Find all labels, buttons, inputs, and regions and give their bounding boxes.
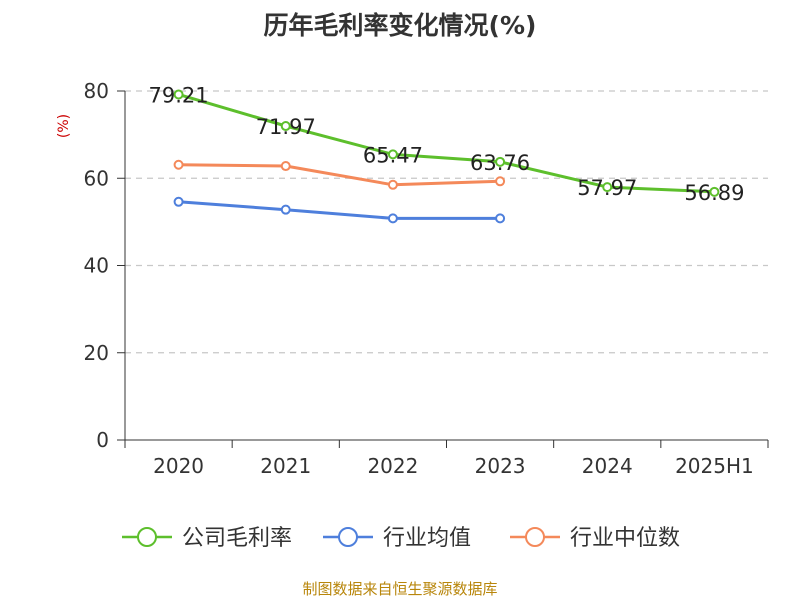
legend: 公司毛利率 行业均值 行业中位数 (122, 526, 680, 551)
data-label-2022: 65.47 (363, 143, 423, 167)
data-point-公司毛利率-2023 (495, 156, 506, 167)
data-point-行业均值-2021 (280, 204, 291, 215)
data-point-行业中位数-2023 (495, 176, 506, 187)
x-tick-label-2022: 2022 (367, 454, 418, 478)
x-tick-label-2024: 2024 (582, 454, 633, 478)
data-point-行业均值-2023 (495, 213, 506, 224)
y-tick-label-40: 40 (84, 254, 109, 278)
y-tick-label-80: 80 (84, 79, 109, 103)
x-tick-label-2021: 2021 (260, 454, 311, 478)
y-tick-label-0: 0 (96, 428, 109, 452)
x-tick-labels: 2020 2021 2022 2023 2024 2025H1 (153, 454, 754, 478)
legend-label-公司毛利率: 公司毛利率 (182, 526, 292, 551)
data-point-公司毛利率-2024 (602, 182, 613, 193)
series-line-公司毛利率 (178, 92, 715, 194)
legend-marker-行业均值 (338, 527, 358, 547)
data-point-行业均值-2022 (387, 213, 398, 224)
legend-item-公司毛利率: 公司毛利率 (122, 526, 292, 551)
data-label-2021: 71.97 (256, 115, 316, 139)
data-label-2023: 63.76 (470, 151, 530, 175)
x-tick-label-2020: 2020 (153, 454, 204, 478)
data-point-行业中位数-2020 (173, 159, 184, 170)
y-axis-unit-label: (%) (56, 114, 72, 138)
data-point-公司毛利率-2025H1 (709, 186, 720, 197)
legend-marker-行业中位数 (525, 527, 545, 547)
legend-item-行业均值: 行业均值 (323, 526, 471, 551)
data-label-2025H1: 56.89 (684, 181, 744, 205)
x-tick-label-2025H1: 2025H1 (675, 454, 754, 478)
y-tick-label-20: 20 (84, 341, 109, 365)
legend-label-行业均值: 行业均值 (383, 526, 471, 551)
data-point-公司毛利率-2022 (387, 149, 398, 160)
y-tick-labels: 0 20 40 60 80 (84, 79, 109, 452)
data-point-公司毛利率-2021 (280, 121, 291, 132)
grid-lines (125, 90, 768, 354)
series-lines (173, 89, 720, 224)
legend-label-行业中位数: 行业中位数 (570, 526, 680, 551)
data-source-note: 制图数据来自恒生聚源数据库 (302, 580, 498, 598)
series-line-行业中位数 (178, 163, 501, 187)
data-label-2020: 79.21 (149, 83, 209, 107)
data-point-行业中位数-2021 (280, 161, 291, 172)
data-label-2024: 57.97 (577, 176, 637, 200)
data-point-行业均值-2020 (173, 196, 184, 207)
data-labels: 79.21 71.97 65.47 63.76 57.97 56.89 (149, 83, 745, 204)
legend-item-行业中位数: 行业中位数 (510, 526, 680, 551)
x-tick-label-2023: 2023 (475, 454, 526, 478)
chart-title: 历年毛利率变化情况(%) (263, 11, 537, 40)
axes (117, 90, 769, 448)
data-point-公司毛利率-2020 (173, 89, 184, 100)
series-line-行业均值 (178, 200, 501, 220)
legend-marker-公司毛利率 (137, 527, 157, 547)
data-point-行业中位数-2022 (387, 179, 398, 190)
y-tick-label-60: 60 (84, 166, 109, 190)
